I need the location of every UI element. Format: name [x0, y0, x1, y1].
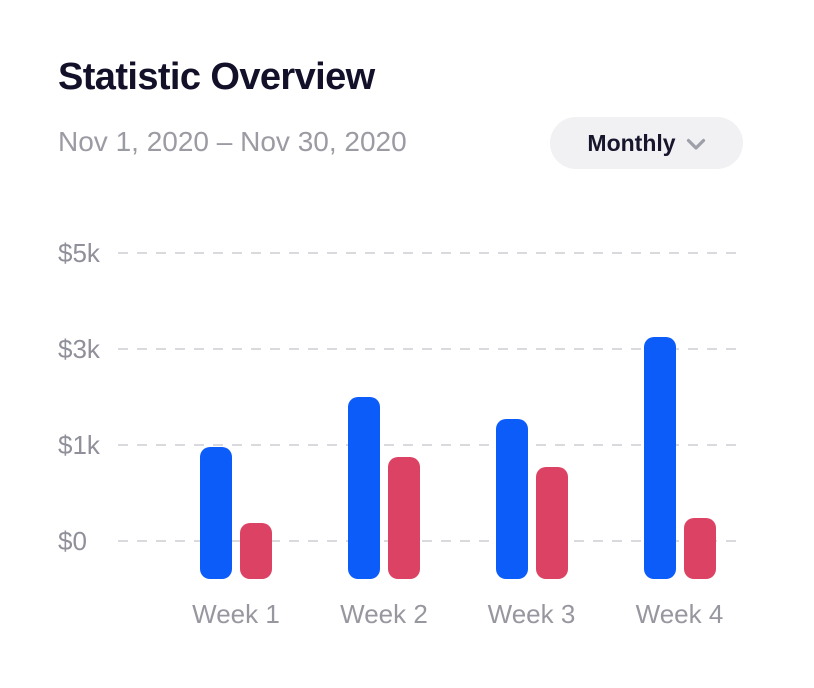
y-axis-tick-label: $3k	[58, 334, 100, 364]
series-blue-bar-week-2	[348, 397, 380, 579]
x-axis-category-label: Week 2	[340, 599, 428, 629]
series-blue-bar-week-1	[200, 446, 232, 579]
y-axis-tick-label: $5k	[58, 238, 100, 268]
gridline	[118, 348, 745, 350]
period-dropdown[interactable]: Monthly	[550, 117, 743, 169]
series-red-bar-week-2	[388, 457, 420, 579]
x-axis-category-label: Week 1	[192, 599, 280, 629]
gridline	[118, 540, 745, 542]
chevron-down-icon	[686, 138, 706, 151]
date-range: Nov 1, 2020 – Nov 30, 2020	[58, 126, 407, 157]
y-axis-tick-label: $0	[58, 526, 87, 556]
y-axis-tick-label: $1k	[58, 430, 100, 460]
series-blue-bar-week-3	[495, 418, 528, 579]
series-red-bar-week-1	[240, 522, 272, 579]
series-red-bar-week-3	[535, 467, 568, 579]
gridline	[118, 252, 745, 254]
period-dropdown-label: Monthly	[587, 129, 676, 156]
x-axis-category-label: Week 4	[635, 599, 724, 629]
x-axis-category-label: Week 3	[487, 599, 576, 629]
gridline	[118, 444, 745, 446]
page-title: Statistic Overview	[58, 56, 375, 98]
series-red-bar-week-4	[683, 517, 716, 579]
series-blue-bar-week-4	[643, 337, 676, 579]
